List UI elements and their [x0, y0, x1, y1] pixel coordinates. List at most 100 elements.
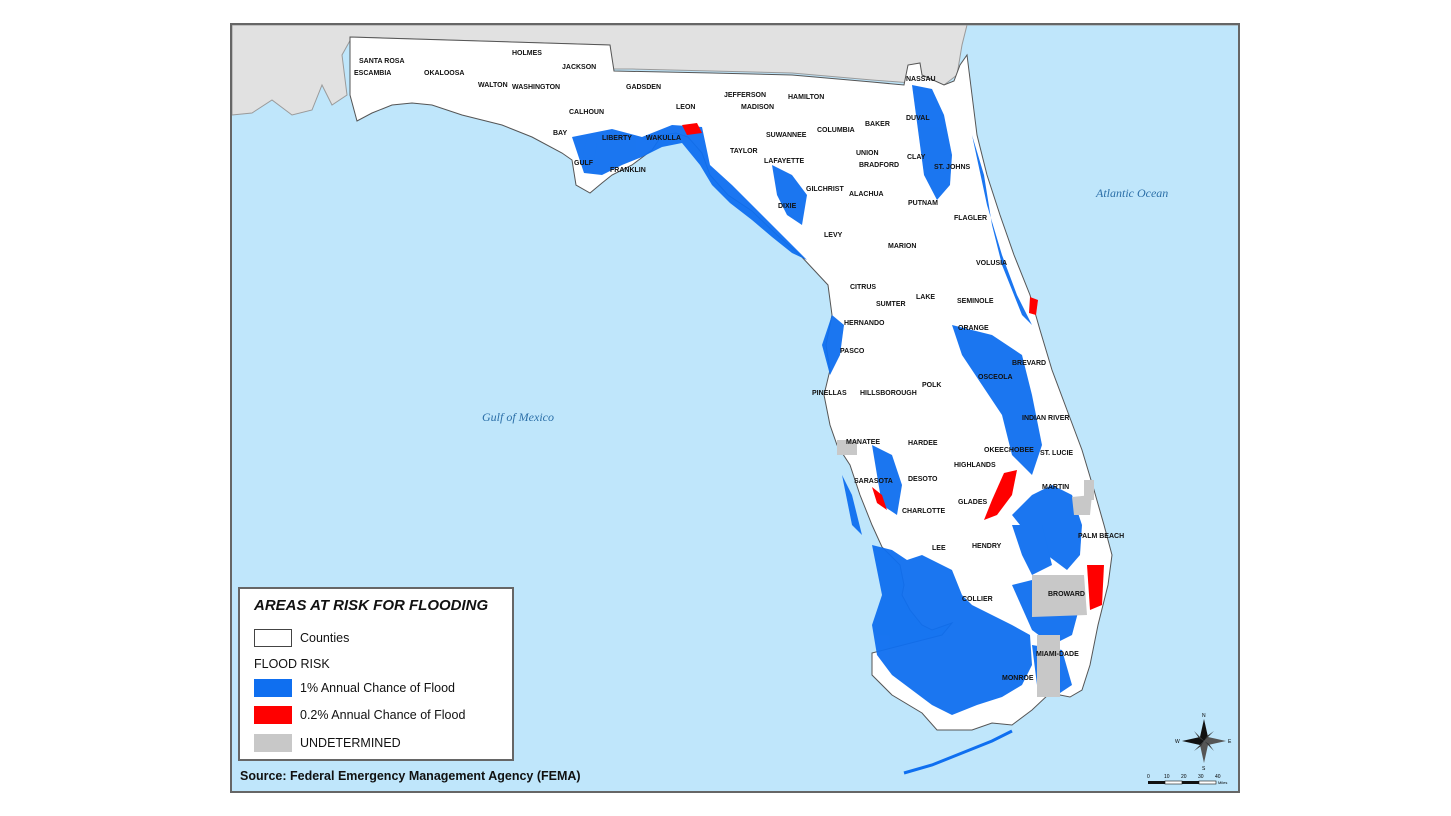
county-label-marion: MARION [888, 243, 916, 250]
flood-risk-heading: FLOOD RISK [254, 657, 330, 671]
county-label-jackson: JACKSON [562, 64, 596, 71]
source-note: Source: Federal Emergency Management Age… [240, 769, 581, 783]
undetermined-swatch [254, 734, 292, 752]
county-label-bay: BAY [553, 130, 567, 137]
county-label-glades: GLADES [958, 499, 988, 506]
legend-counties-row: Counties [254, 628, 349, 648]
county-label-collier: COLLIER [962, 596, 993, 603]
county-label-lafayette: LAFAYETTE [764, 158, 805, 165]
county-label-santa-rosa: SANTA ROSA [359, 58, 405, 65]
county-label-hamilton: HAMILTON [788, 94, 824, 101]
county-label-madison: MADISON [741, 104, 774, 111]
county-label-highlands: HIGHLANDS [954, 462, 996, 469]
flood-02pct-label: 0.2% Annual Chance of Flood [300, 708, 466, 722]
scale-tick-label: 0 [1147, 774, 1150, 780]
county-label-volusia: VOLUSIA [976, 260, 1007, 267]
county-label-union: UNION [856, 150, 879, 157]
county-label-okaloosa: OKALOOSA [424, 70, 464, 77]
county-label-manatee: MANATEE [846, 439, 880, 446]
county-label-hernando: HERNANDO [844, 320, 885, 327]
county-label-bradford: BRADFORD [859, 162, 899, 169]
north-letter: N [1202, 713, 1206, 719]
county-label-baker: BAKER [865, 121, 890, 128]
atlantic-ocean-label: Atlantic Ocean [1095, 186, 1168, 200]
county-label-washington: WASHINGTON [512, 84, 560, 91]
florida-keys [903, 729, 1013, 775]
legend: AREAS AT RISK FOR FLOODING Counties FLOO… [238, 587, 514, 761]
county-label-brevard: BREVARD [1012, 360, 1046, 367]
county-label-nassau: NASSAU [906, 76, 936, 83]
flood-02pct-swatch [254, 706, 292, 724]
scale-bar: 0 10 20 30 40 Miles [1147, 774, 1227, 785]
flood-1pct-label: 1% Annual Chance of Flood [300, 681, 455, 695]
county-label-charlotte: CHARLOTTE [902, 508, 945, 515]
county-label-walton: WALTON [478, 82, 508, 89]
county-label-sumter: SUMTER [876, 301, 906, 308]
scale-tick-label: 30 [1198, 774, 1204, 780]
county-label-taylor: TAYLOR [730, 148, 758, 155]
county-label-putnam: PUTNAM [908, 200, 938, 207]
scale-ticks: 0 10 20 30 40 [1147, 774, 1221, 780]
county-label-pinellas: PINELLAS [812, 390, 847, 397]
flood-zones-02pct [682, 123, 1104, 610]
counties-swatch [254, 629, 292, 647]
county-label-orange: ORANGE [958, 325, 989, 332]
county-label-calhoun: CALHOUN [569, 109, 604, 116]
counties-label: Counties [300, 631, 350, 645]
county-label-gilchrist: GILCHRIST [806, 186, 844, 193]
county-label-liberty: LIBERTY [602, 135, 632, 142]
south-letter: S [1202, 766, 1206, 772]
county-label-duval: DUVAL [906, 115, 930, 122]
county-label-st-lucie: ST. LUCIE [1040, 450, 1073, 457]
county-label-lake: LAKE [916, 294, 935, 301]
county-label-escambia: ESCAMBIA [354, 70, 391, 77]
county-label-martin: MARTIN [1042, 484, 1069, 491]
county-label-sarasota: SARASOTA [854, 478, 893, 485]
county-label-pasco: PASCO [840, 348, 865, 355]
county-label-lee: LEE [932, 545, 946, 552]
map-frame: Gulf of Mexico Atlantic Ocean SANTA ROSA… [230, 23, 1240, 793]
undetermined-label: UNDETERMINED [300, 736, 401, 750]
legend-02pct-row: 0.2% Annual Chance of Flood [254, 705, 465, 725]
county-label-gulf: GULF [574, 160, 594, 167]
county-label-hardee: HARDEE [908, 440, 938, 447]
flood-zones-undetermined [837, 440, 1094, 697]
county-label-indian-river: INDIAN RIVER [1022, 415, 1069, 422]
county-label-st-johns: ST. JOHNS [934, 164, 971, 171]
county-label-franklin: FRANKLIN [610, 167, 646, 174]
legend-1pct-row: 1% Annual Chance of Flood [254, 678, 455, 698]
county-label-citrus: CITRUS [850, 284, 876, 291]
scale-tick-label: 10 [1164, 774, 1170, 780]
county-label-holmes: HOLMES [512, 50, 542, 57]
legend-undetermined-row: UNDETERMINED [254, 733, 401, 753]
county-label-columbia: COLUMBIA [817, 127, 855, 134]
county-label-suwannee: SUWANNEE [766, 132, 807, 139]
county-label-leon: LEON [676, 104, 695, 111]
county-label-seminole: SEMINOLE [957, 298, 994, 305]
county-label-flagler: FLAGLER [954, 215, 987, 222]
florida-flood-map: Gulf of Mexico Atlantic Ocean SANTA ROSA… [232, 25, 1238, 775]
county-label-broward: BROWARD [1048, 591, 1085, 598]
scale-tick-label: 40 [1215, 774, 1221, 780]
county-label-clay: CLAY [907, 154, 926, 161]
county-label-polk: POLK [922, 382, 941, 389]
north-arrow-icon: N S E W [1175, 713, 1232, 772]
county-label-hillsborough: HILLSBOROUGH [860, 390, 917, 397]
east-letter: E [1228, 739, 1232, 745]
county-label-desoto: DESOTO [908, 476, 938, 483]
county-labels: SANTA ROSA ESCAMBIA OKALOOSA HOLMES JACKSON W… [354, 50, 1124, 682]
county-label-gadsden: GADSDEN [626, 84, 661, 91]
county-label-okeechobee: OKEECHOBEE [984, 447, 1034, 454]
legend-title: AREAS AT RISK FOR FLOODING [254, 597, 489, 614]
county-label-alachua: ALACHUA [849, 191, 884, 198]
flood-1pct-swatch [254, 679, 292, 697]
county-label-jefferson: JEFFERSON [724, 92, 766, 99]
county-label-dixie: DIXIE [778, 203, 797, 210]
gulf-of-mexico-label: Gulf of Mexico [482, 410, 554, 424]
county-label-hendry: HENDRY [972, 543, 1002, 550]
county-label-monroe: MONROE [1002, 675, 1034, 682]
county-label-osceola: OSCEOLA [978, 374, 1013, 381]
county-label-miami-dade: MIAMI-DADE [1036, 651, 1079, 658]
county-label-levy: LEVY [824, 232, 843, 239]
scale-unit: Miles [1218, 780, 1227, 785]
